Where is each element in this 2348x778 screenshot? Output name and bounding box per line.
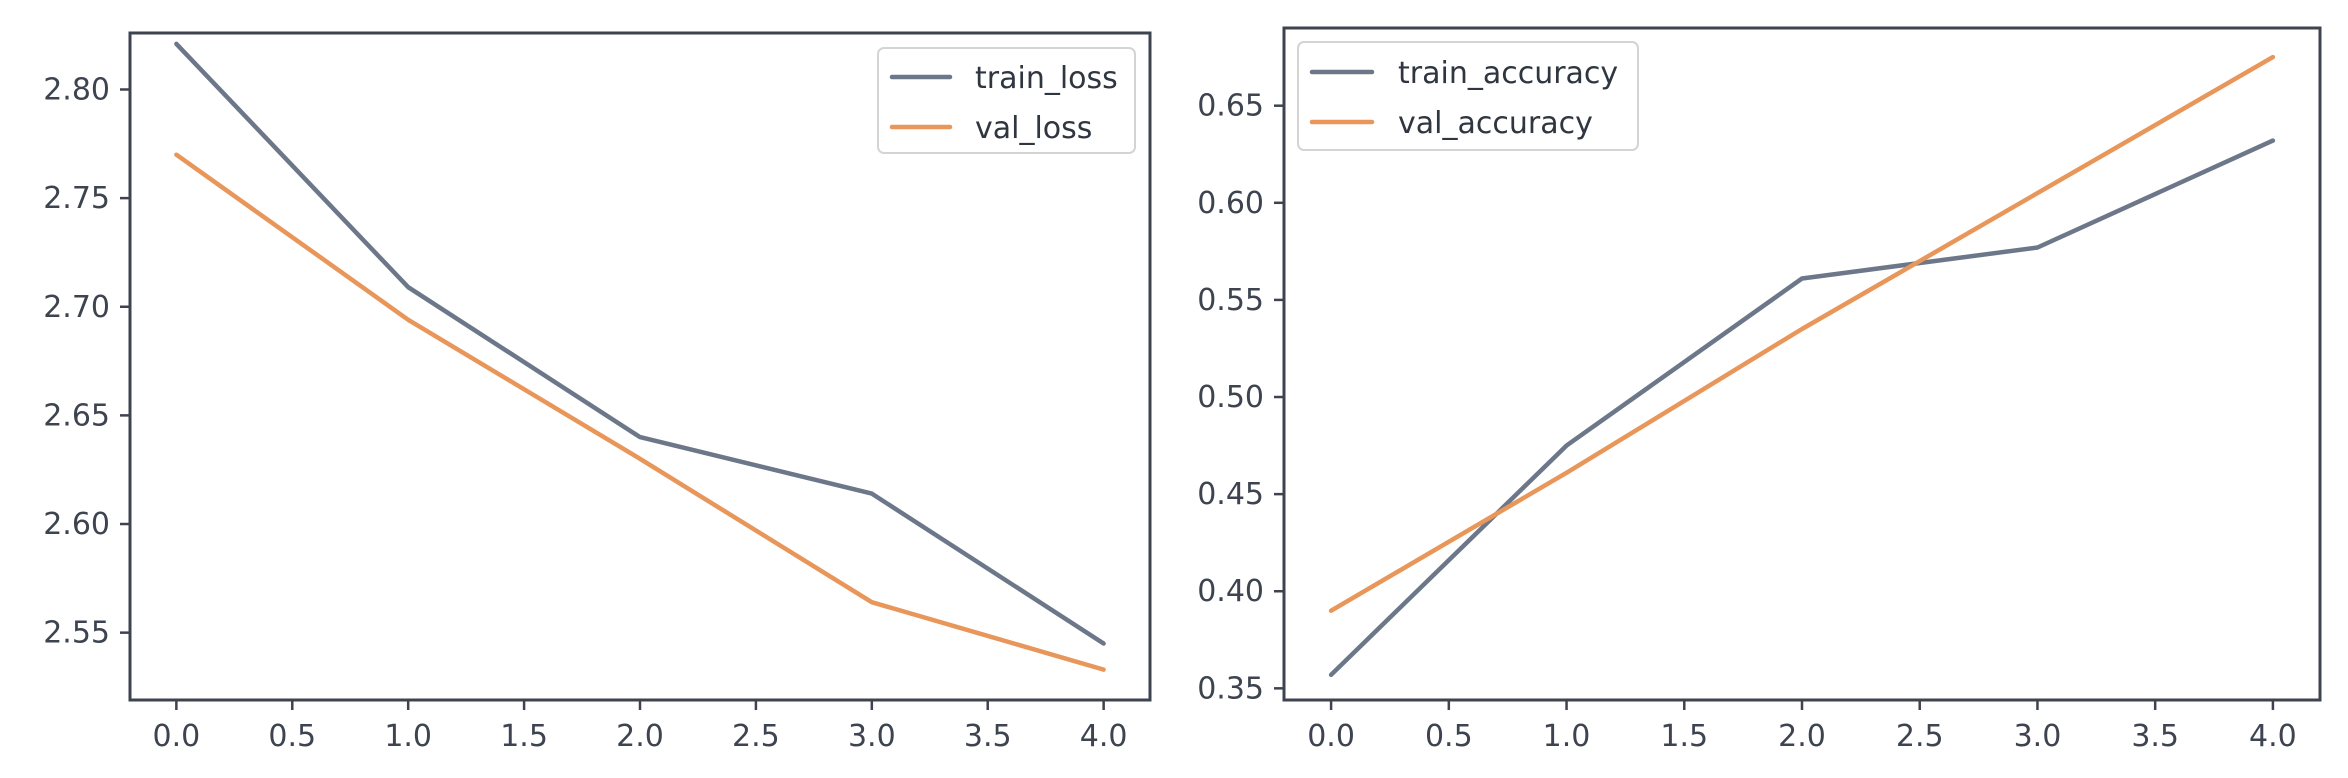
x-tick-label: 2.0 [1778, 719, 1826, 754]
accuracy-chart-y-axis: 0.35 0.40 0.45 0.50 0.55 0.60 0.65 [1197, 89, 1284, 706]
y-tick-label: 0.40 [1197, 574, 1264, 609]
y-tick-label: 2.55 [43, 616, 110, 651]
x-tick-label: 4.0 [2249, 719, 2297, 754]
x-tick-label: 0.5 [1425, 719, 1473, 754]
legend-label-train-loss: train_loss [975, 61, 1118, 96]
y-tick-label: 0.50 [1197, 380, 1264, 415]
accuracy-chart-x-axis: 0.0 0.5 1.0 1.5 2.0 2.5 3.0 3.5 4.0 [1307, 700, 2297, 754]
x-tick-label: 2.0 [616, 719, 664, 754]
y-tick-label: 0.60 [1197, 186, 1264, 221]
loss-chart-x-axis: 0.0 0.5 1.0 1.5 2.0 2.5 3.0 3.5 4.0 [153, 700, 1128, 754]
legend-frame [1297, 41, 1639, 151]
loss-chart: 0.0 0.5 1.0 1.5 2.0 2.5 3.0 3.5 4.0 2.55 2.60 2.65… [43, 31, 1152, 754]
x-tick-label: 1.0 [1543, 719, 1591, 754]
x-tick-label: 3.5 [964, 719, 1012, 754]
y-tick-label: 0.65 [1197, 89, 1264, 124]
y-tick-label: 0.55 [1197, 283, 1264, 318]
loss-chart-y-axis: 2.55 2.60 2.65 2.70 2.75 2.80 [43, 72, 130, 651]
legend-label-train-accuracy: train_accuracy [1398, 56, 1618, 91]
x-tick-label: 3.0 [848, 719, 896, 754]
y-tick-label: 2.70 [43, 290, 110, 325]
loss-chart-legend: train_loss val_loss [877, 47, 1136, 154]
x-tick-label: 2.5 [732, 719, 780, 754]
loss-chart-lines [174, 41, 1106, 672]
y-tick-label: 0.35 [1197, 671, 1264, 706]
x-tick-label: 1.5 [1660, 719, 1708, 754]
x-tick-label: 1.0 [384, 719, 432, 754]
series-line-val-accuracy [1328, 54, 2276, 613]
series-line-train-accuracy [1328, 138, 2276, 678]
accuracy-chart: 0.0 0.5 1.0 1.5 2.0 2.5 3.0 3.5 4.0 0.35 0.40 0.45… [1197, 26, 2322, 754]
x-tick-label: 0.5 [268, 719, 316, 754]
x-tick-label: 2.5 [1896, 719, 1944, 754]
legend-label-val-accuracy: val_accuracy [1398, 106, 1593, 141]
series-line-val-loss [174, 152, 1106, 672]
x-tick-label: 0.0 [1307, 719, 1355, 754]
x-tick-label: 1.5 [500, 719, 548, 754]
accuracy-chart-legend: train_accuracy val_accuracy [1297, 41, 1639, 151]
legend-label-val-loss: val_loss [975, 111, 1092, 146]
y-tick-label: 2.80 [43, 72, 110, 107]
x-tick-label: 3.5 [2131, 719, 2179, 754]
y-tick-label: 2.60 [43, 507, 110, 542]
y-tick-label: 0.45 [1197, 477, 1264, 512]
y-tick-label: 2.65 [43, 398, 110, 433]
y-tick-label: 2.75 [43, 181, 110, 216]
x-tick-label: 0.0 [153, 719, 201, 754]
series-line-train-loss [174, 41, 1106, 646]
x-tick-label: 3.0 [2014, 719, 2062, 754]
x-tick-label: 4.0 [1080, 719, 1128, 754]
accuracy-chart-lines [1328, 54, 2276, 678]
